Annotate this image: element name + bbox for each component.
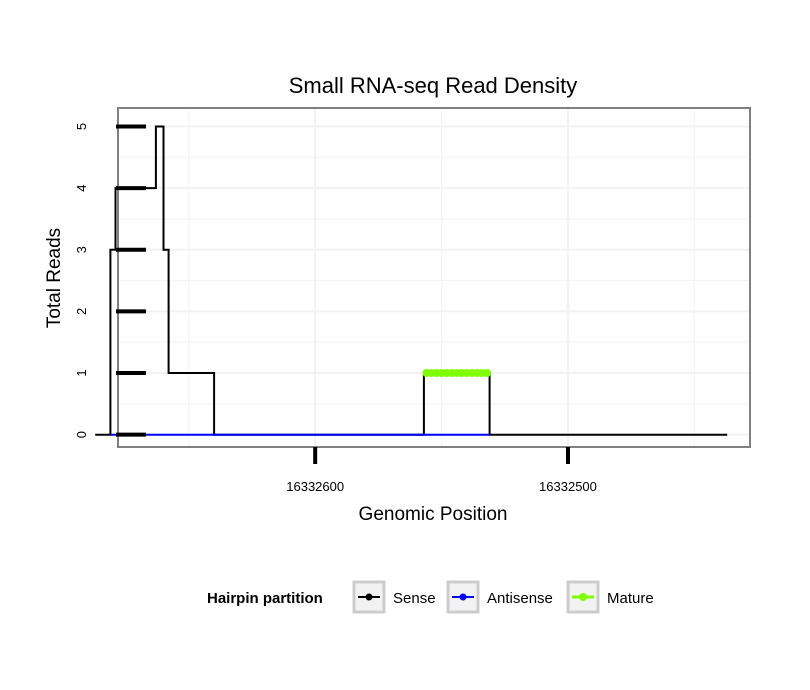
legend-title: Hairpin partition	[207, 590, 323, 607]
legend-point-antisense	[459, 593, 467, 601]
y-tick-label-3: 3	[74, 246, 89, 253]
legend-label-antisense: Antisense	[487, 590, 553, 607]
x-axis-title: Genomic Position	[359, 504, 508, 525]
x-tick-label-1: 16332500	[539, 479, 597, 494]
series-mature-point-12	[483, 369, 492, 378]
y-axis-title: Total Reads	[44, 228, 65, 328]
y-tick-label-1: 1	[74, 369, 89, 376]
chart-title: Small RNA-seq Read Density	[289, 73, 578, 98]
legend-label-sense: Sense	[393, 590, 436, 607]
y-tick-label-5: 5	[74, 123, 89, 130]
y-tick-label-0: 0	[74, 431, 89, 438]
y-tick-label-4: 4	[74, 185, 89, 192]
legend-label-mature: Mature	[607, 590, 654, 607]
y-tick-label-2: 2	[74, 308, 89, 315]
plot-border	[117, 107, 751, 448]
plot-background	[118, 108, 750, 447]
legend: Hairpin partition Sense Antisense Mature	[207, 580, 654, 614]
series-layer	[95, 125, 728, 436]
x-tick-label-0: 16332600	[286, 479, 344, 494]
x-axis: 16332600 16332500	[286, 447, 597, 494]
legend-point-sense	[365, 593, 373, 601]
y-axis: 0 1 2 3 4 5	[74, 123, 146, 438]
legend-point-mature	[579, 593, 587, 601]
grid-lines	[118, 108, 750, 447]
